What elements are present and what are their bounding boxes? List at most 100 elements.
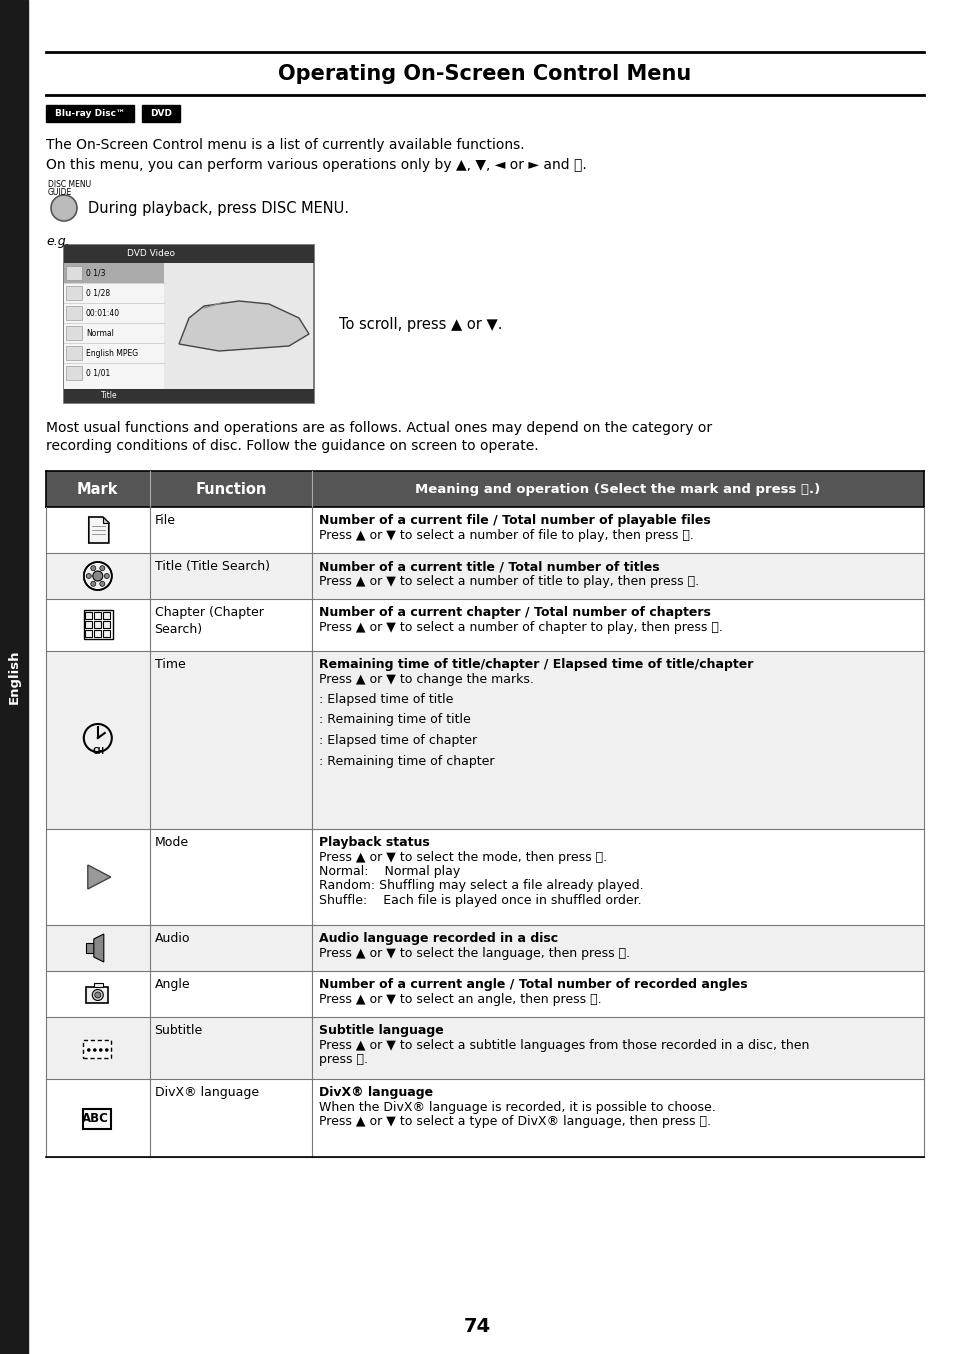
Bar [46, 1079, 923, 1158]
Text: 74: 74 [463, 1316, 490, 1335]
Bar [93, 630, 101, 636]
Text: Remaining time of title/chapter / Elapsed time of title/chapter: Remaining time of title/chapter / Elapse… [318, 658, 753, 672]
Text: Subtitle language: Subtitle language [318, 1024, 443, 1037]
Bar [84, 611, 112, 639]
Text: 0 1/01: 0 1/01 [86, 368, 111, 378]
Bar [46, 971, 923, 1017]
Bar [103, 621, 110, 628]
Text: Press ▲ or ▼ to select the language, then press Ⓢ.: Press ▲ or ▼ to select the language, the… [318, 946, 630, 960]
Bar [46, 925, 923, 971]
Text: Shuffle:    Each file is played once in shuffled order.: Shuffle: Each file is played once in shu… [318, 894, 641, 907]
Bar [64, 263, 164, 403]
Text: Blu-ray Disc™: Blu-ray Disc™ [55, 108, 125, 118]
Text: DivX® language: DivX® language [154, 1086, 258, 1099]
Circle shape [100, 581, 105, 586]
Text: Press ▲ or ▼ to select an angle, then press Ⓢ.: Press ▲ or ▼ to select an angle, then pr… [318, 992, 601, 1006]
Text: DVD: DVD [150, 108, 172, 118]
Bar [93, 612, 101, 619]
Text: : Elapsed time of title: : Elapsed time of title [318, 693, 453, 705]
Text: Press ▲ or ▼ to select a number of chapter to play, then press Ⓢ.: Press ▲ or ▼ to select a number of chapt… [318, 620, 722, 634]
Circle shape [104, 574, 110, 578]
Text: Mode: Mode [154, 835, 189, 849]
Text: DVD Video: DVD Video [128, 249, 175, 259]
Text: Playback status: Playback status [318, 835, 430, 849]
Text: Normal: Normal [86, 329, 113, 337]
Text: To scroll, press ▲ or ▼.: To scroll, press ▲ or ▼. [338, 317, 502, 332]
Bar [46, 104, 133, 122]
Polygon shape [88, 865, 111, 890]
Text: Chapter (Chapter
Search): Chapter (Chapter Search) [154, 607, 263, 636]
Text: Press ▲ or ▼ to select a type of DivX® language, then press Ⓢ.: Press ▲ or ▼ to select a type of DivX® l… [318, 1114, 710, 1128]
Bar [46, 471, 923, 506]
Text: Normal:    Normal play: Normal: Normal play [318, 865, 459, 877]
Circle shape [100, 566, 105, 570]
Bar [46, 506, 923, 552]
Bar [66, 366, 82, 380]
Text: Press ▲ or ▼ to select a subtitle languages from those recorded in a disc, then: Press ▲ or ▼ to select a subtitle langua… [318, 1039, 808, 1052]
Bar [85, 621, 91, 628]
Text: GUIDE: GUIDE [48, 188, 72, 196]
Bar [46, 1017, 923, 1079]
Circle shape [91, 566, 95, 570]
Bar [46, 651, 923, 829]
Text: Mark: Mark [77, 482, 118, 497]
Polygon shape [93, 934, 104, 961]
Text: Number of a current title / Total number of titles: Number of a current title / Total number… [318, 561, 659, 573]
Text: : Remaining time of chapter: : Remaining time of chapter [318, 754, 494, 768]
Text: press Ⓢ.: press Ⓢ. [318, 1053, 368, 1066]
Bar [66, 286, 82, 301]
Text: Most usual functions and operations are as follows. Actual ones may depend on th: Most usual functions and operations are … [46, 421, 711, 435]
Text: CH: CH [92, 747, 105, 757]
Bar [46, 552, 923, 598]
Text: Meaning and operation (Select the mark and press Ⓢ.): Meaning and operation (Select the mark a… [415, 482, 820, 496]
Bar [103, 630, 110, 636]
Bar [64, 245, 314, 403]
Bar [0, 0, 28, 1354]
Bar [93, 983, 103, 987]
Text: Title: Title [101, 391, 117, 401]
Bar [66, 326, 82, 340]
Text: 0 1/28: 0 1/28 [86, 288, 110, 298]
Text: ABC: ABC [82, 1113, 110, 1125]
Text: Audio language recorded in a disc: Audio language recorded in a disc [318, 932, 558, 945]
Text: DivX® language: DivX® language [318, 1086, 433, 1099]
Circle shape [84, 562, 112, 590]
Text: Time: Time [154, 658, 185, 672]
Bar [46, 829, 923, 925]
Text: File: File [154, 515, 175, 527]
Polygon shape [89, 517, 109, 543]
Bar [64, 263, 164, 283]
Text: Function: Function [195, 482, 266, 497]
Text: Press ▲ or ▼ to change the marks.: Press ▲ or ▼ to change the marks. [318, 673, 534, 685]
Circle shape [84, 724, 112, 751]
Text: Operating On-Screen Control Menu: Operating On-Screen Control Menu [278, 64, 691, 84]
Circle shape [92, 1048, 96, 1052]
Text: Audio: Audio [154, 932, 190, 945]
Bar [64, 389, 314, 403]
Bar [142, 104, 180, 122]
Bar [46, 598, 923, 651]
Text: recording conditions of disc. Follow the guidance on screen to operate.: recording conditions of disc. Follow the… [46, 439, 538, 454]
Bar [66, 306, 82, 320]
Circle shape [51, 195, 77, 221]
Text: Number of a current chapter / Total number of chapters: Number of a current chapter / Total numb… [318, 607, 710, 619]
Text: : Remaining time of title: : Remaining time of title [318, 714, 470, 727]
Text: DISC MENU: DISC MENU [48, 180, 91, 190]
Text: Number of a current angle / Total number of recorded angles: Number of a current angle / Total number… [318, 978, 747, 991]
Bar [83, 1109, 111, 1129]
Text: Press ▲ or ▼ to select the mode, then press Ⓢ.: Press ▲ or ▼ to select the mode, then pr… [318, 850, 606, 864]
Bar [103, 612, 110, 619]
Text: Subtitle: Subtitle [154, 1024, 203, 1037]
Circle shape [86, 574, 91, 578]
Polygon shape [179, 301, 309, 351]
Bar [64, 245, 314, 263]
Text: English: English [8, 650, 20, 704]
Text: 00:01:40: 00:01:40 [86, 309, 120, 317]
Text: Press ▲ or ▼ to select a number of title to play, then press Ⓢ.: Press ▲ or ▼ to select a number of title… [318, 574, 699, 588]
Text: : Elapsed time of chapter: : Elapsed time of chapter [318, 734, 476, 747]
Circle shape [91, 581, 95, 586]
Bar [85, 630, 91, 636]
Text: On this menu, you can perform various operations only by ▲, ▼, ◄ or ► and Ⓢ.: On this menu, you can perform various op… [46, 158, 586, 172]
Circle shape [105, 1048, 109, 1052]
Bar [93, 621, 101, 628]
